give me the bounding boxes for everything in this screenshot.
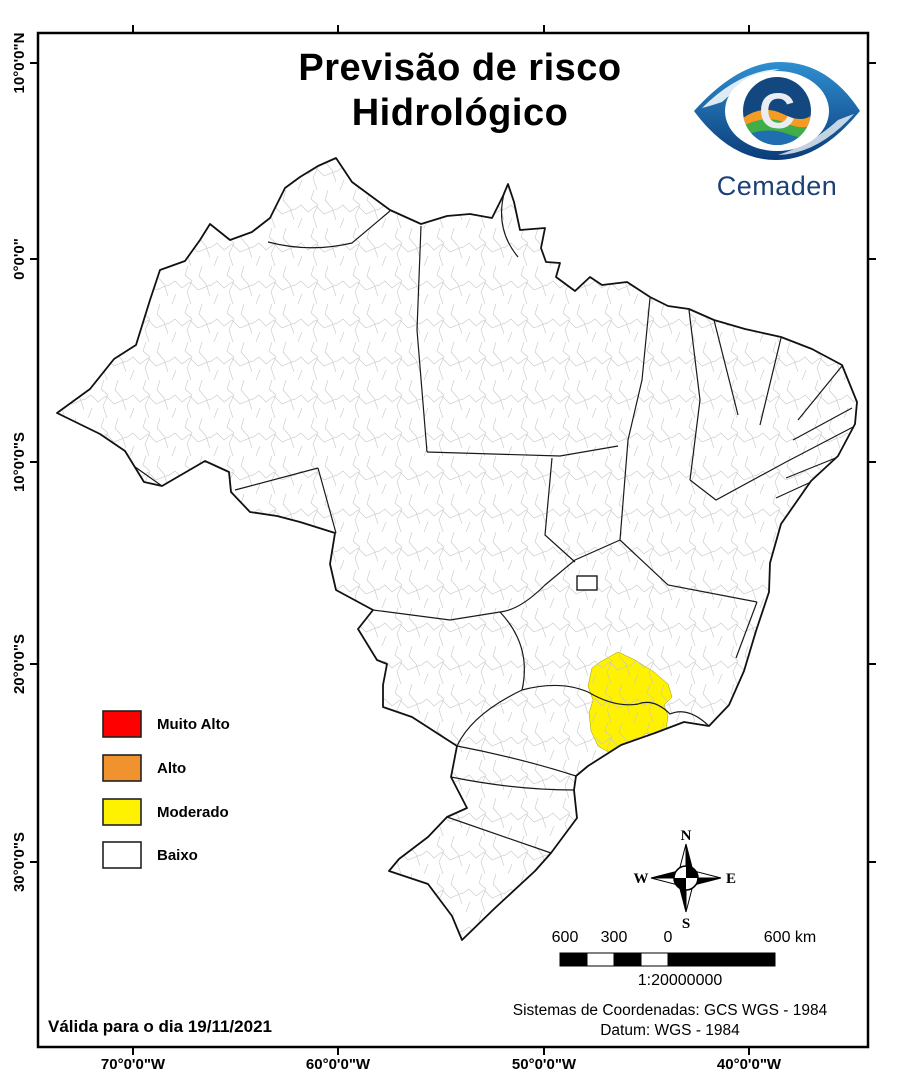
scale-label-600-km: 600 km xyxy=(763,929,817,946)
cemaden-logo: C Cemaden xyxy=(688,56,866,202)
lon-label-70w: 70°0'0"W xyxy=(100,1056,166,1073)
graticule-ticks xyxy=(30,25,876,1055)
compass-s-label: S xyxy=(682,916,690,932)
scale-bar xyxy=(559,952,776,967)
coordinate-system-line1: Sistemas de Coordenadas: GCS WGS - 1984 xyxy=(512,1002,828,1019)
state-borders xyxy=(59,189,856,854)
lat-label-20s: 20°0'0"S xyxy=(11,633,28,695)
compass-rose-icon: N S E W xyxy=(634,828,737,932)
brazil-outline xyxy=(56,157,858,941)
lat-label-0: 0°0'0" xyxy=(11,238,28,280)
legend-swatch-baixo xyxy=(102,841,142,869)
logo-wordmark: Cemaden xyxy=(716,171,838,201)
legend-item-moderado: Moderado xyxy=(102,798,229,826)
logo-monogram: C xyxy=(759,83,795,139)
legend-swatch-alto xyxy=(102,754,142,782)
legend-item-muito-alto: Muito Alto xyxy=(102,710,230,738)
scale-ratio: 1:20000000 xyxy=(637,972,723,989)
legend-item-alto: Alto xyxy=(102,754,186,782)
legend-label-baixo: Baixo xyxy=(157,846,198,864)
lat-label-10n: 10°0'0"N xyxy=(11,32,28,94)
title-line-1: Previsão de risco xyxy=(298,47,622,89)
legend-label-muito-alto: Muito Alto xyxy=(157,715,230,733)
scale-label-600-left: 600 xyxy=(551,929,579,946)
compass-n-label: N xyxy=(681,828,692,844)
legend-label-moderado: Moderado xyxy=(157,803,229,821)
distrito-federal xyxy=(576,575,598,591)
coordinate-system-note: Sistemas de Coordenadas: GCS WGS - 1984 … xyxy=(450,1001,890,1041)
legend-item-baixo: Baixo xyxy=(102,841,198,869)
lon-label-40w: 40°0'0"W xyxy=(716,1056,782,1073)
legend-swatch-muito-alto xyxy=(102,710,142,738)
lat-label-10s: 10°0'0"S xyxy=(11,431,28,493)
page-title: Previsão de risco Hidrológico xyxy=(210,46,710,136)
compass-w-label: W xyxy=(634,871,649,887)
validity-date: Válida para o dia 19/11/2021 xyxy=(48,1017,272,1036)
scale-label-0: 0 xyxy=(663,929,673,946)
lon-label-60w: 60°0'0"W xyxy=(305,1056,371,1073)
map-frame xyxy=(30,25,876,1055)
legend-swatch-moderado xyxy=(102,798,142,826)
title-line-2: Hidrológico xyxy=(351,92,569,134)
lat-label-30s: 30°0'0"S xyxy=(11,831,28,893)
cemaden-eye-icon: C xyxy=(694,62,860,160)
coordinate-system-line2: Datum: WGS - 1984 xyxy=(600,1022,740,1039)
lon-label-50w: 50°0'0"W xyxy=(511,1056,577,1073)
scale-label-300: 300 xyxy=(600,929,628,946)
compass-e-label: E xyxy=(726,871,736,887)
legend-label-alto: Alto xyxy=(157,759,187,777)
